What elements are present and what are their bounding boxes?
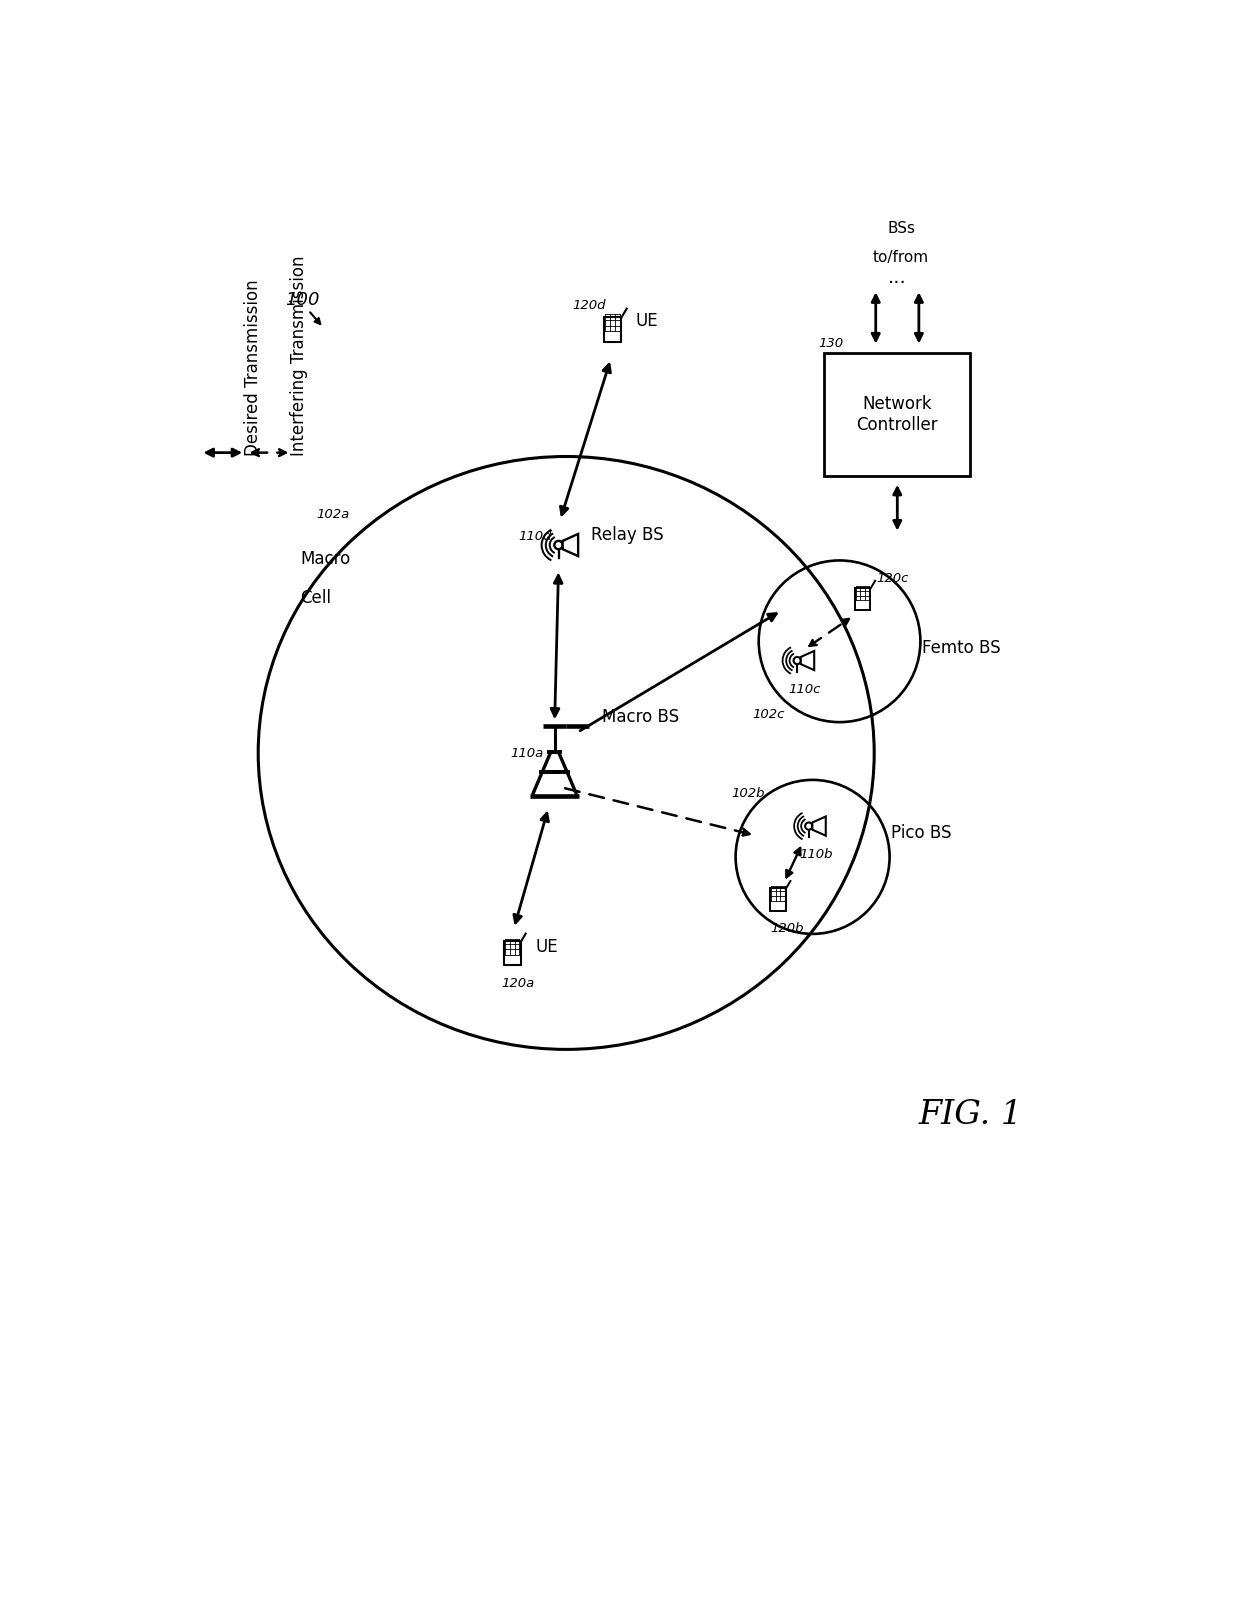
Text: 120d: 120d: [573, 299, 606, 312]
Text: BSs: BSs: [887, 221, 915, 236]
FancyBboxPatch shape: [770, 887, 786, 910]
Text: Network
Controller: Network Controller: [857, 394, 939, 433]
Text: 110b: 110b: [800, 848, 833, 861]
Text: Macro: Macro: [300, 551, 351, 569]
Text: to/from: to/from: [873, 250, 929, 265]
Text: 102a: 102a: [316, 507, 350, 520]
Text: 120a: 120a: [501, 978, 534, 991]
Text: ...: ...: [888, 268, 906, 288]
Text: 102c: 102c: [753, 708, 785, 721]
Text: UE: UE: [635, 312, 658, 330]
Text: Macro BS: Macro BS: [603, 708, 680, 726]
FancyBboxPatch shape: [825, 352, 971, 475]
Text: Desired Transmission: Desired Transmission: [244, 280, 262, 456]
Circle shape: [805, 823, 812, 829]
Text: 110a: 110a: [510, 747, 543, 760]
Circle shape: [554, 541, 563, 549]
Polygon shape: [812, 816, 826, 835]
Polygon shape: [801, 651, 815, 671]
Text: 100: 100: [285, 291, 320, 309]
Text: Interfering Transmission: Interfering Transmission: [290, 255, 308, 456]
Text: 120c: 120c: [877, 572, 909, 585]
Text: Cell: Cell: [300, 588, 331, 606]
Text: UE: UE: [536, 937, 558, 955]
Text: Pico BS: Pico BS: [892, 824, 951, 842]
Circle shape: [794, 658, 801, 664]
Text: 110d: 110d: [518, 530, 552, 543]
Text: 110c: 110c: [787, 684, 821, 696]
FancyBboxPatch shape: [604, 317, 621, 343]
Text: 120b: 120b: [770, 921, 804, 934]
FancyBboxPatch shape: [503, 941, 521, 965]
Polygon shape: [563, 533, 578, 556]
Text: 102b: 102b: [732, 787, 765, 800]
Text: 130: 130: [818, 338, 843, 351]
FancyBboxPatch shape: [854, 588, 870, 611]
Text: Relay BS: Relay BS: [590, 527, 663, 545]
Text: FIG. 1: FIG. 1: [919, 1099, 1023, 1131]
Text: Femto BS: Femto BS: [923, 638, 1001, 656]
